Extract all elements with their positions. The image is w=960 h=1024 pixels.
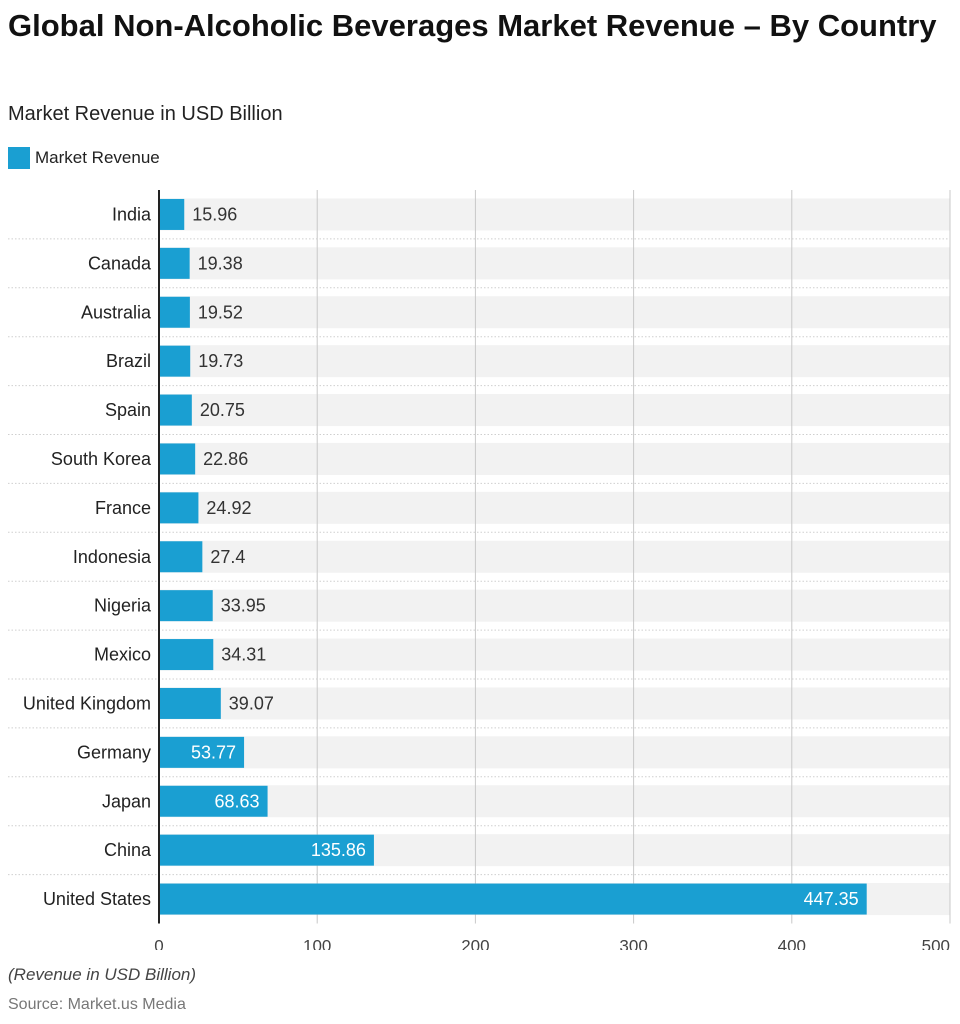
category-label: Canada [88,253,152,273]
unit-note: (Revenue in USD Billion) [8,965,197,984]
x-tick-label: 400 [778,937,806,951]
x-tick-label: 500 [922,937,950,951]
row-band [159,638,950,671]
value-label: 19.73 [198,351,243,371]
row-band [159,540,950,573]
category-label: Spain [105,400,151,420]
value-label: 15.96 [192,204,237,224]
chart-title: Global Non-Alcoholic Beverages Market Re… [8,8,937,43]
bar [159,247,190,279]
category-label: India [112,204,152,224]
bar [159,834,374,866]
category-label: Mexico [94,645,151,665]
chart-subtitle: Market Revenue in USD Billion [8,103,283,125]
category-label: Australia [81,302,152,322]
bar [159,590,213,622]
row-band [159,198,950,231]
value-label: 24.92 [206,498,251,518]
row-band [159,589,950,622]
row-band [159,491,950,524]
bar [159,443,196,475]
category-label: South Korea [51,449,152,469]
category-label: Brazil [106,351,151,371]
bar-chart: India 15.96 Canada 19.38 Australia 19.52 Brazi… [8,190,951,951]
bar [159,883,867,915]
bar [159,785,268,817]
value-label: 33.95 [221,596,266,616]
category-label: Germany [77,742,151,762]
source-credit: Source: Market.us Media [8,996,186,1013]
bar [159,541,203,573]
bar [159,394,192,426]
x-tick-label: 200 [461,937,489,951]
value-label: 20.75 [200,400,245,420]
value-label: 19.38 [198,253,243,273]
bar [159,639,214,671]
row-band [159,687,950,720]
bar [159,687,221,719]
value-label: 22.86 [203,449,248,469]
legend: Market Revenue [8,146,160,170]
legend-swatch [8,147,30,169]
bar [159,296,190,328]
x-tick-label: 100 [303,937,331,951]
bar [159,492,199,524]
value-label: 53.77 [191,742,236,762]
category-label: Japan [102,791,151,811]
value-label: 68.63 [215,791,260,811]
category-label: China [104,840,152,860]
value-label: 447.35 [804,889,859,909]
category-label: Indonesia [73,547,152,567]
bar [159,345,191,377]
row-band [159,247,950,280]
value-label: 39.07 [229,693,274,713]
value-label: 34.31 [221,645,266,665]
value-label: 135.86 [311,840,366,860]
x-tick-label: 0 [154,937,163,951]
category-label: United Kingdom [23,693,151,713]
row-band [159,296,950,329]
category-label: United States [43,889,151,909]
bar [159,736,245,768]
row-band [159,345,950,378]
row-band [159,736,950,769]
value-label: 27.4 [210,547,245,567]
bar [159,198,185,230]
category-label: France [95,498,151,518]
row-band [159,394,950,427]
legend-label: Market Revenue [35,148,160,167]
row-band [159,442,950,475]
value-label: 19.52 [198,302,243,322]
x-tick-label: 300 [619,937,647,951]
row-band [159,785,950,818]
category-label: Nigeria [94,596,152,616]
